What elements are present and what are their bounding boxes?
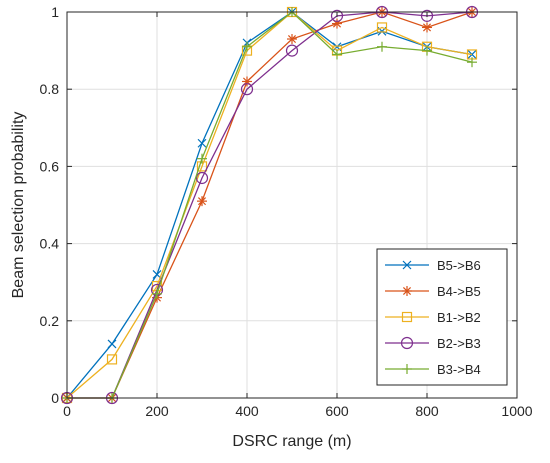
series-line — [67, 11, 473, 399]
data-point — [107, 339, 117, 349]
data-point — [287, 34, 297, 45]
series-line — [67, 11, 473, 399]
legend-item: B5->B6 — [385, 258, 481, 273]
data-point — [377, 41, 387, 52]
legend-marker — [402, 364, 412, 374]
data-point — [285, 44, 299, 57]
x-tick-label: 0 — [63, 403, 71, 419]
legend-item: B1->B2 — [385, 310, 481, 325]
data-point — [467, 57, 477, 68]
data-point — [422, 22, 432, 33]
data-point — [240, 83, 254, 96]
plot-frame — [66, 11, 518, 399]
legend: B5->B6 B4->B5 B1->B2 B2->B3 B3->B4 — [376, 248, 508, 386]
series-layer — [60, 5, 479, 405]
y-tick-label: 0 — [51, 390, 59, 406]
legend-label: B4->B5 — [437, 284, 481, 299]
x-tick-label: 800 — [415, 403, 439, 419]
data-point — [420, 9, 434, 22]
legend-label: B1->B2 — [437, 310, 481, 325]
legend-item: B2->B3 — [385, 336, 481, 351]
data-point — [422, 45, 432, 56]
data-point — [195, 171, 209, 185]
series-line — [67, 11, 473, 399]
series-line — [66, 11, 473, 399]
y-tick-label: 1 — [51, 4, 59, 20]
legend-item: B4->B5 — [385, 284, 481, 299]
data-point — [376, 22, 388, 33]
legend-marker — [400, 336, 414, 350]
legend-item: B3->B4 — [385, 362, 481, 377]
series-line — [66, 11, 473, 399]
y-tick-label: 0.2 — [40, 313, 60, 329]
data-point — [197, 138, 207, 148]
ticks: 0 200 400 600 800 1000 0 0.2 0.4 0.6 0.8 1 — [40, 4, 533, 419]
data-point — [197, 196, 207, 207]
data-point — [332, 49, 342, 60]
legend-marker — [402, 286, 412, 296]
grid — [66, 11, 518, 399]
x-tick-label: 600 — [325, 403, 349, 419]
legend-label: B3->B4 — [437, 362, 481, 377]
x-tick-label: 400 — [235, 403, 259, 419]
x-tick-label: 1000 — [501, 403, 532, 419]
y-tick-label: 0.8 — [40, 81, 60, 97]
data-point — [242, 41, 252, 52]
data-point — [152, 288, 162, 299]
legend-marker — [402, 260, 412, 270]
data-point — [330, 9, 344, 22]
legend-label: B2->B3 — [437, 336, 481, 351]
x-axis-label: DSRC range (m) — [232, 433, 351, 450]
y-tick-label: 0.6 — [40, 158, 60, 174]
data-point — [106, 354, 118, 365]
legend-marker — [401, 311, 413, 323]
y-axis-label: Beam selection probability — [10, 112, 27, 299]
legend-label: B5->B6 — [437, 258, 481, 273]
data-point — [197, 153, 207, 164]
x-tick-label: 200 — [145, 403, 169, 419]
y-tick-label: 0.4 — [40, 236, 60, 252]
